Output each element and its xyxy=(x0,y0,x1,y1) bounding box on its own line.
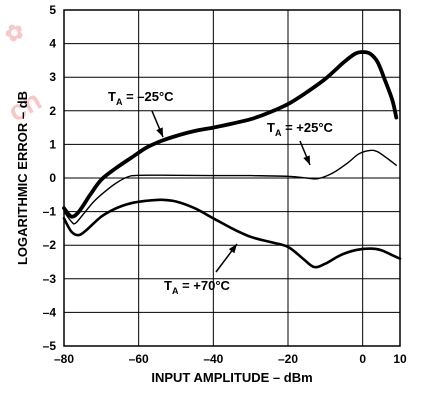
x-tick-label: –40 xyxy=(203,352,223,366)
label-plus-25c-text: TA = +25°C xyxy=(267,120,334,138)
x-tick-label: –20 xyxy=(278,352,298,366)
grid-lines xyxy=(63,9,401,347)
y-tick-label: –5 xyxy=(43,339,57,353)
y-tick-label: –4 xyxy=(43,305,57,319)
x-tick-label: 0 xyxy=(359,352,366,366)
y-tick-label: –3 xyxy=(43,272,57,286)
label-minus-25c-arrowhead xyxy=(156,127,163,137)
label-plus-70c-arrowhead xyxy=(228,244,237,254)
series-line-plus-25c xyxy=(63,149,397,225)
y-tick-label: –2 xyxy=(43,238,57,252)
label-plus-25c-arrowhead xyxy=(303,155,310,165)
label-plus-70c: TA = +70°C xyxy=(164,243,238,296)
y-tick-label: 3 xyxy=(49,70,56,84)
y-tick-label: 2 xyxy=(49,104,56,118)
series-line-plus-70c xyxy=(62,198,402,269)
plot-frame xyxy=(63,9,401,347)
y-tick-label: 1 xyxy=(49,137,56,151)
label-plus-70c-text: TA = +70°C xyxy=(164,278,231,296)
label-minus-25c-text: TA = –25°C xyxy=(108,89,174,107)
x-tick-label: –60 xyxy=(129,352,149,366)
x-axis-title: INPUT AMPLITUDE – dBm xyxy=(151,370,312,385)
x-tick-label: 10 xyxy=(393,352,407,366)
label-minus-25c: TA = –25°C xyxy=(108,89,174,138)
series-labels: TA = –25°C TA = +25°C TA = +70°C xyxy=(108,89,334,296)
svg-text:✿: ✿ xyxy=(1,17,28,47)
y-tick-label: 5 xyxy=(49,3,56,17)
y-tick-label: 4 xyxy=(49,37,56,51)
label-plus-25c: TA = +25°C xyxy=(267,120,334,166)
y-axis-title: LOGARITHMIC ERROR – dB xyxy=(15,91,30,265)
y-axis-ticks: 5 4 3 2 1 0 –1 –2 –3 –4 –5 xyxy=(43,3,57,353)
series-layer xyxy=(62,50,402,269)
x-axis-ticks: –80 –60 –40 –20 0 10 xyxy=(54,352,407,366)
y-tick-label: –1 xyxy=(43,205,57,219)
series-line-minus-25c xyxy=(62,50,399,219)
y-tick-label: 0 xyxy=(49,171,56,185)
x-tick-label: –80 xyxy=(54,352,74,366)
